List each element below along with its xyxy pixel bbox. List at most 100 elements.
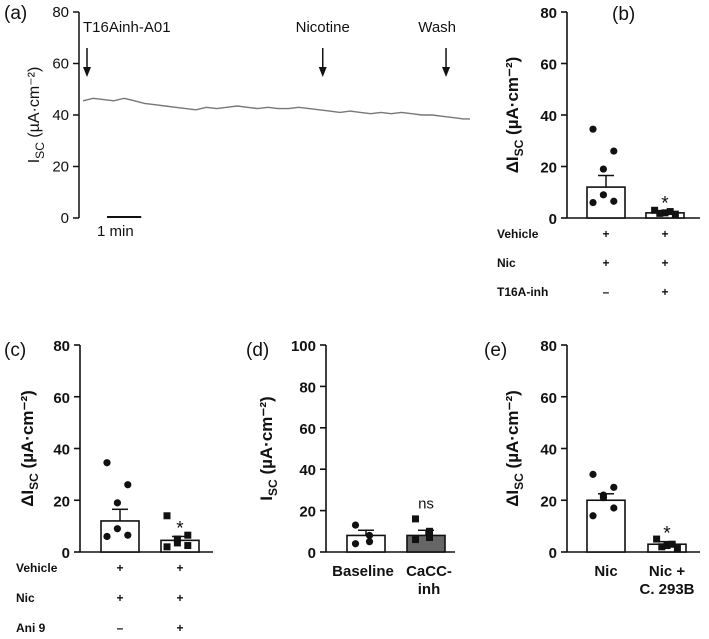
data-point <box>589 512 597 520</box>
y-axis-label: ΔISC (µA·cm⁻²) <box>18 390 41 507</box>
data-point <box>365 538 374 546</box>
y-tick-label: 80 <box>299 379 316 396</box>
data-point <box>599 191 608 199</box>
event-arrow-head <box>83 67 91 77</box>
condition-sign: + <box>602 256 609 270</box>
data-point <box>184 542 192 550</box>
y-tick-label: 20 <box>52 159 69 176</box>
svg-text:ISC (µA·cm⁻²): ISC (µA·cm⁻²) <box>26 67 47 164</box>
data-point <box>671 210 679 218</box>
panel-b: (b) 0 20 40 60 80 * Vehicle + + Nic + + T16A-inh – + <box>497 4 700 299</box>
data-point <box>610 147 618 155</box>
y-tick-label: 80 <box>52 4 69 21</box>
data-point <box>656 209 664 217</box>
condition-sign: + <box>116 591 123 605</box>
panel-c: (c) 0 20 40 60 80 * Vehicle + + Nic + + Ani 9 – + <box>4 338 213 635</box>
y-tick-label: 100 <box>291 338 316 355</box>
condition-sign: + <box>176 621 183 635</box>
condition-sign: – <box>603 285 610 299</box>
current-trace <box>82 97 470 120</box>
condition-label: T16A-inh <box>497 285 548 299</box>
y-tick-label: 80 <box>540 5 557 22</box>
event-arrow-head <box>318 67 327 77</box>
data-point <box>658 543 666 551</box>
data-point <box>412 536 419 544</box>
data-point <box>651 206 659 214</box>
data-point <box>103 459 111 467</box>
condition-label: Vehicle <box>16 561 58 575</box>
x-tick-label: CaCC- <box>406 563 452 580</box>
panel-e: (e) 0 20 40 60 80 * Nic Nic +C. 293B <box>484 338 700 598</box>
bar <box>586 499 626 553</box>
data-point <box>663 542 671 550</box>
svg-text:ΔISC (µA·cm⁻²): ΔISC (µA·cm⁻²) <box>18 390 41 507</box>
x-tick-label: Nic <box>594 563 617 580</box>
data-point <box>589 125 597 133</box>
y-tick-label: 60 <box>540 57 557 74</box>
data-point <box>163 512 171 520</box>
data-point <box>589 198 597 207</box>
y-tick-label: 0 <box>61 210 69 227</box>
y-axis-label: ISC (µA·cm⁻²) <box>26 67 47 164</box>
y-axis-label: ISC (µA·cm⁻²) <box>257 396 280 500</box>
condition-sign: + <box>176 561 183 575</box>
panel-a: (a) 0 20 40 60 80 T16Ainh-A01 Nicotine Wash 1 min <box>4 3 470 240</box>
data-point <box>351 540 360 548</box>
data-point <box>113 499 121 507</box>
event-label: T16Ainh-A01 <box>83 19 171 36</box>
y-tick-label: 20 <box>53 493 70 510</box>
data-point <box>610 197 618 205</box>
condition-label: Nic <box>16 591 35 605</box>
condition-label: Ani 9 <box>16 621 46 635</box>
y-tick-label: 80 <box>53 338 70 355</box>
significance-marker: * <box>663 524 671 545</box>
event-label: Wash <box>418 19 456 36</box>
data-point <box>589 470 597 478</box>
y-tick-label: 60 <box>299 421 316 438</box>
data-point <box>124 531 132 539</box>
condition-label: Vehicle <box>497 227 539 241</box>
significance-marker: ns <box>418 495 434 512</box>
y-tick-label: 40 <box>540 442 557 459</box>
data-point <box>610 483 618 491</box>
y-tick-label: 60 <box>53 390 70 407</box>
y-tick-label: 40 <box>540 108 557 125</box>
x-tick-label: Nic + <box>649 563 686 580</box>
y-tick-label: 20 <box>299 504 316 521</box>
svg-text:ΔISC (µA·cm⁻²): ΔISC (µA·cm⁻²) <box>503 390 526 507</box>
data-point <box>113 525 121 533</box>
y-tick-label: 0 <box>308 545 316 562</box>
y-tick-label: 20 <box>540 160 557 177</box>
data-point <box>673 544 681 552</box>
data-point <box>653 535 661 543</box>
condition-sign: + <box>661 256 668 270</box>
y-axis-label: ΔISC (µA·cm⁻²) <box>503 390 526 507</box>
data-point <box>668 540 676 548</box>
scale-bar-label: 1 min <box>97 223 134 240</box>
condition-sign: + <box>602 227 609 241</box>
x-tick-label: inh <box>418 581 441 598</box>
data-point <box>103 532 111 541</box>
significance-marker: * <box>176 518 184 539</box>
condition-sign: + <box>661 227 668 241</box>
y-tick-label: 0 <box>62 545 70 562</box>
data-point <box>124 481 132 489</box>
data-point <box>599 494 608 502</box>
y-tick-label: 60 <box>540 390 557 407</box>
event-label: Nicotine <box>296 19 350 36</box>
data-point <box>173 535 181 543</box>
svg-text:ISC (µA·cm⁻²): ISC (µA·cm⁻²) <box>257 396 280 500</box>
data-point <box>351 521 360 529</box>
condition-label: Nic <box>497 256 516 270</box>
data-point <box>173 539 181 547</box>
panel-label: (d) <box>246 340 269 361</box>
y-tick-label: 40 <box>53 442 70 459</box>
data-point <box>184 531 192 539</box>
x-tick-label: Baseline <box>332 563 394 580</box>
data-point <box>610 504 618 512</box>
condition-sign: + <box>176 591 183 605</box>
data-point <box>599 165 608 173</box>
data-point <box>666 208 674 216</box>
significance-marker: * <box>661 193 669 214</box>
